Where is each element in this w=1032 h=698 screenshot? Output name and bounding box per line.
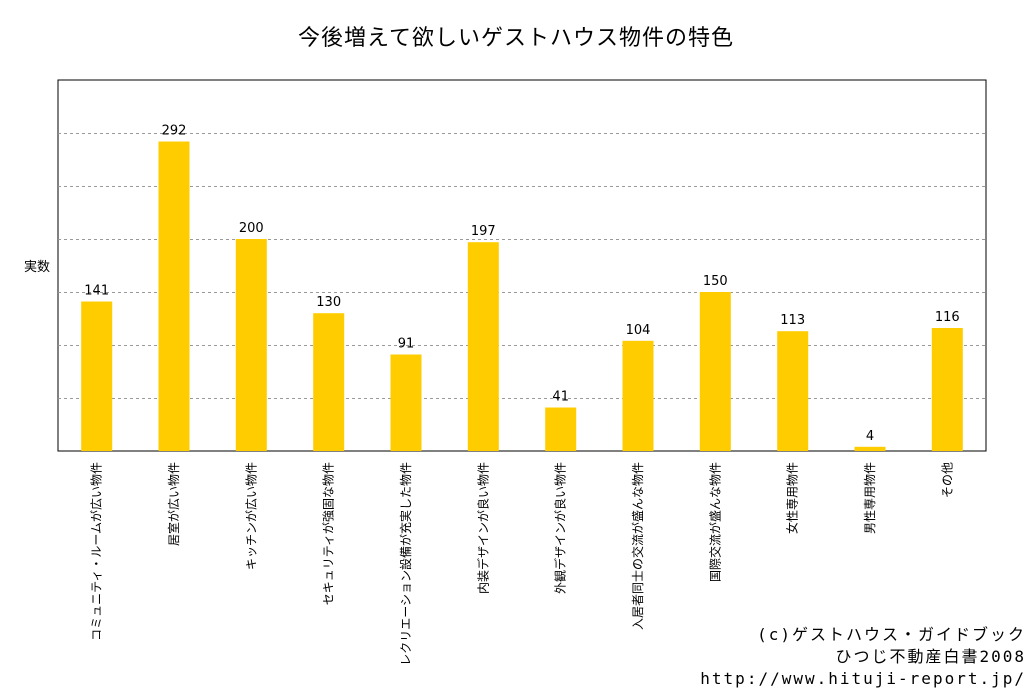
category-label: 男性専用物件 [863, 462, 877, 534]
bar [622, 340, 654, 451]
bar [777, 331, 809, 451]
data-label: 200 [239, 221, 264, 236]
category-label: セキュリティが強固な物件 [321, 462, 336, 605]
data-label: 141 [84, 284, 109, 299]
category-label: 女性専用物件 [785, 462, 800, 534]
bar [313, 313, 345, 451]
category-label: キッチンが広い物件 [243, 462, 258, 570]
category-label: 内装デザインが良い物件 [475, 462, 490, 594]
bar [854, 446, 886, 451]
credit-line-3: http://www.hituji-report.jp/ [700, 669, 1026, 688]
bar [467, 242, 499, 451]
data-label: 113 [780, 313, 805, 328]
data-label: 197 [471, 224, 496, 239]
category-label: その他 [940, 462, 954, 498]
y-axis-label: 実数 [24, 260, 51, 275]
plot-area-frame [57, 79, 987, 452]
bar [81, 301, 113, 451]
data-label: 41 [552, 390, 569, 405]
bar [931, 328, 963, 451]
bar [699, 292, 731, 451]
category-label: コミュニティ・ルームが広い物件 [89, 462, 104, 641]
data-label: 130 [316, 295, 341, 310]
category-label: 外観デザインが良い物件 [553, 462, 568, 594]
data-label: 4 [866, 429, 874, 444]
copyright-credit: (c)ゲストハウス・ガイドブック ひつじ不動産白書2008 http://www… [700, 624, 1026, 690]
bar [390, 354, 422, 451]
data-label: 104 [626, 323, 651, 338]
data-label: 150 [703, 274, 728, 289]
bar [235, 239, 267, 451]
chart-title: 今後増えて欲しいゲストハウス物件の特色 [298, 26, 734, 51]
category-label: 入居者同士の交流が盛んな物件 [630, 462, 645, 630]
bar [158, 141, 190, 451]
category-label: レクリエーション設備が充実した物件 [398, 462, 413, 666]
bar [545, 407, 577, 451]
credit-line-1: (c)ゲストハウス・ガイドブック [757, 625, 1026, 644]
data-label: 116 [935, 310, 960, 325]
category-label: 居室が広い物件 [166, 462, 181, 546]
category-label: 国際交流が盛んな物件 [707, 462, 722, 582]
credit-line-2: ひつじ不動産白書2008 [835, 647, 1026, 666]
data-label: 91 [398, 337, 415, 352]
data-label: 292 [162, 124, 187, 139]
